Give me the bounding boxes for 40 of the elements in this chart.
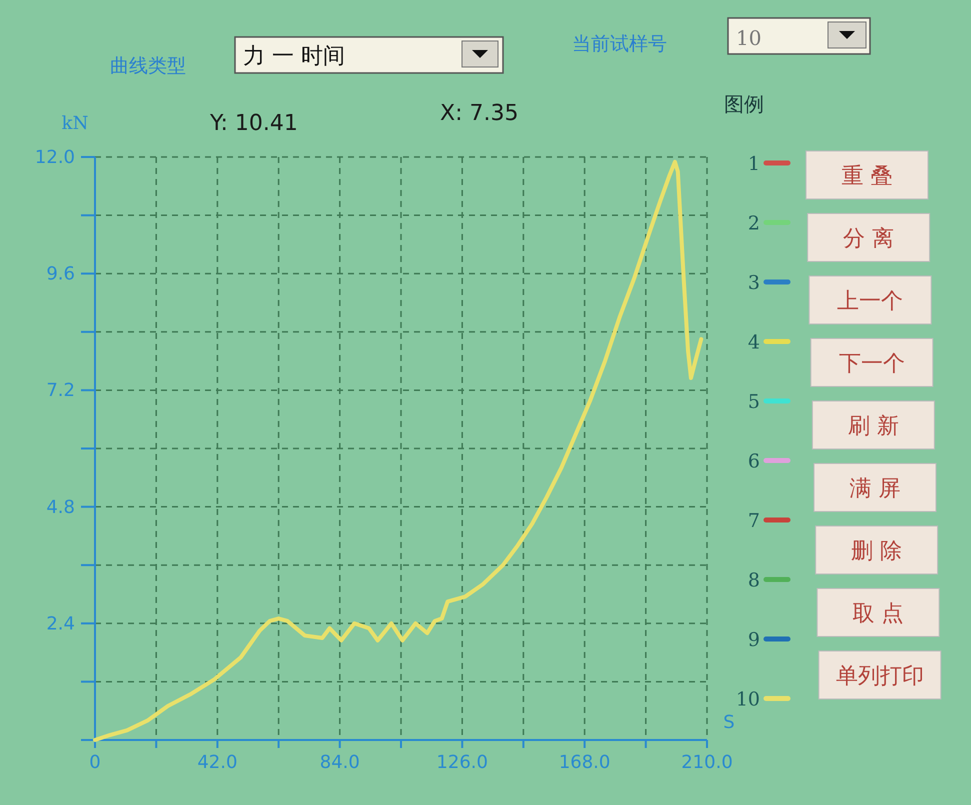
- text: 上一个: [837, 289, 904, 314]
- x-axis-title: S: [723, 712, 735, 733]
- legend-label: 3: [748, 272, 760, 294]
- text: 力 一 时间: [243, 44, 345, 69]
- text: 单列打印: [836, 664, 924, 689]
- x-tick-label: 210.0: [681, 752, 733, 773]
- text: X: 7.35: [440, 101, 518, 126]
- text: Y: 10.41: [209, 111, 298, 136]
- legend-label: 6: [748, 450, 760, 472]
- legend-label: 4: [748, 332, 760, 354]
- legend-label: 1: [748, 153, 760, 175]
- y-axis-title: kN: [62, 113, 88, 134]
- text: 曲线类型: [110, 55, 186, 77]
- legend-label: 2: [748, 212, 760, 234]
- text: 图例: [724, 92, 764, 116]
- x-tick-label: 42.0: [197, 752, 238, 773]
- text: 删 除: [851, 539, 902, 564]
- legend-label: 9: [748, 629, 760, 651]
- y-tick-label: 4.8: [46, 496, 75, 518]
- x-tick-label: 84.0: [320, 752, 360, 773]
- x-tick-label: 168.0: [558, 752, 610, 773]
- line-series: [93, 160, 704, 742]
- text: 当前试样号: [572, 33, 667, 55]
- text: 取 点: [852, 602, 904, 626]
- legend-label: 7: [748, 510, 760, 532]
- x-tick-label: 0: [89, 752, 101, 773]
- y-tick-label: 9.6: [46, 264, 75, 285]
- text: 重 叠: [842, 164, 892, 189]
- legend-label: 8: [748, 570, 760, 592]
- legend-label: 5: [748, 391, 760, 413]
- text: 下一个: [838, 352, 905, 376]
- y-tick-label: 7.2: [46, 380, 75, 402]
- text: 满 屏: [850, 476, 900, 502]
- text: 刷 新: [848, 414, 899, 439]
- y-tick-label: 12.0: [34, 147, 75, 168]
- y-tick-label: 2.4: [46, 613, 75, 634]
- text: 10: [736, 26, 762, 50]
- legend-label: 10: [736, 688, 760, 710]
- x-tick-label: 126.0: [436, 752, 488, 773]
- text: 分 离: [843, 226, 894, 252]
